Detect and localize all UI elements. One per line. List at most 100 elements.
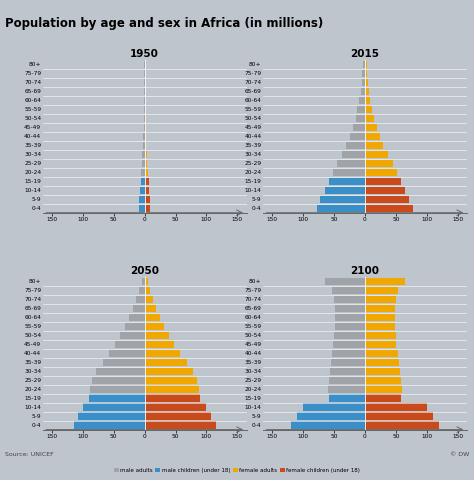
Bar <box>332 287 365 294</box>
Bar <box>145 124 146 131</box>
Bar <box>325 187 365 194</box>
Bar <box>142 160 145 167</box>
Bar <box>145 376 197 384</box>
Bar <box>365 368 400 375</box>
Bar <box>73 421 145 429</box>
Text: Population by age and sex in Africa (in millions): Population by age and sex in Africa (in … <box>5 17 323 30</box>
Bar <box>365 151 388 158</box>
Bar <box>145 385 199 393</box>
Bar <box>357 106 365 113</box>
Title: 1950: 1950 <box>130 49 159 59</box>
Bar <box>365 359 399 366</box>
Bar <box>145 287 150 294</box>
Bar <box>335 313 365 321</box>
Bar <box>334 332 365 339</box>
Bar <box>365 61 367 68</box>
Bar <box>145 142 146 149</box>
Bar <box>145 412 211 420</box>
Bar <box>145 106 146 113</box>
Bar <box>365 385 402 393</box>
Bar <box>365 70 367 77</box>
Bar <box>365 332 396 339</box>
Bar <box>83 404 145 411</box>
Bar <box>145 160 147 167</box>
Bar <box>145 296 153 303</box>
Bar <box>78 412 145 420</box>
Bar <box>362 79 365 86</box>
Bar <box>353 124 365 131</box>
Bar <box>365 421 439 429</box>
Bar <box>329 178 365 185</box>
Bar <box>145 421 216 429</box>
Bar <box>145 278 148 285</box>
Bar <box>109 349 145 357</box>
Bar <box>365 323 395 330</box>
Bar <box>145 151 147 158</box>
Bar <box>96 368 145 375</box>
Bar <box>143 142 145 149</box>
Text: © DW: © DW <box>450 452 469 457</box>
Bar <box>145 178 149 185</box>
Bar <box>89 395 145 402</box>
Bar <box>328 385 365 393</box>
Bar <box>365 204 413 212</box>
Bar <box>329 376 365 384</box>
Bar <box>120 332 145 339</box>
Bar <box>365 296 396 303</box>
Bar <box>133 305 145 312</box>
Bar <box>365 115 374 122</box>
Bar <box>139 195 145 203</box>
Bar <box>145 168 148 176</box>
Bar <box>303 404 365 411</box>
Bar <box>365 195 410 203</box>
Bar <box>365 178 401 185</box>
Bar <box>365 376 401 384</box>
Bar <box>365 160 393 167</box>
Bar <box>365 349 398 357</box>
Bar <box>346 142 365 149</box>
Bar <box>145 368 193 375</box>
Bar <box>365 305 394 312</box>
Bar <box>144 124 145 131</box>
Bar <box>145 305 156 312</box>
Bar <box>142 151 145 158</box>
Bar <box>334 296 365 303</box>
Bar <box>342 151 365 158</box>
Bar <box>115 341 145 348</box>
Bar <box>129 313 145 321</box>
Bar <box>102 359 145 366</box>
Bar <box>145 195 150 203</box>
Bar <box>350 132 365 140</box>
Bar <box>365 341 396 348</box>
Bar <box>365 187 405 194</box>
Text: Source: UNICEF: Source: UNICEF <box>5 452 54 457</box>
Bar <box>144 115 145 122</box>
Bar <box>139 204 145 212</box>
Bar <box>365 124 377 131</box>
Bar <box>145 132 146 140</box>
Bar <box>145 323 164 330</box>
Bar <box>363 70 365 77</box>
Bar <box>317 204 365 212</box>
Bar <box>329 395 365 402</box>
Bar <box>90 385 145 393</box>
Bar <box>335 323 365 330</box>
Bar <box>359 97 365 104</box>
Bar <box>142 278 145 285</box>
Bar <box>337 160 365 167</box>
Bar <box>330 368 365 375</box>
Title: 2100: 2100 <box>350 266 379 276</box>
Bar <box>139 287 145 294</box>
Bar <box>291 421 365 429</box>
Bar <box>332 349 365 357</box>
Bar <box>333 341 365 348</box>
Bar <box>365 88 369 95</box>
Bar <box>145 187 149 194</box>
Bar <box>365 313 394 321</box>
Bar <box>145 313 160 321</box>
Bar <box>365 395 401 402</box>
Bar <box>141 178 145 185</box>
Bar <box>365 412 433 420</box>
Bar <box>320 195 365 203</box>
Bar <box>325 278 365 285</box>
